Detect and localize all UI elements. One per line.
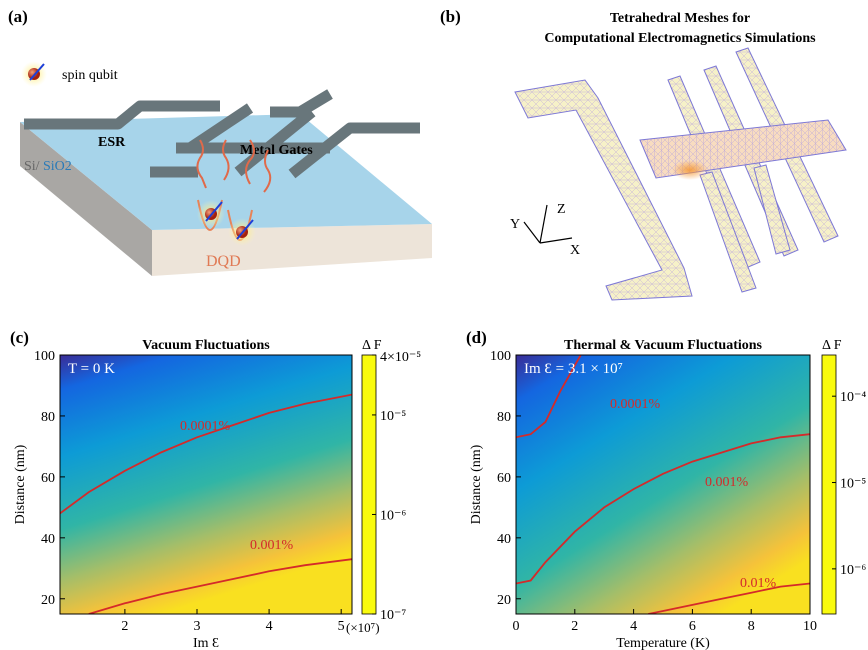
panel-label: (a) [8, 7, 28, 26]
hot-spot [672, 160, 708, 180]
contour-line [60, 393, 352, 515]
annotation: T = 0 K [68, 361, 115, 377]
panel-label: (b) [440, 7, 461, 26]
contour-label: 0.001% [705, 475, 749, 490]
x-axis-label: Im Ɛ [193, 636, 219, 650]
contour-line [88, 558, 352, 614]
y-tick-label: 40 [41, 532, 55, 547]
y-tick-label: 60 [41, 471, 55, 486]
colorbar-tick-label: 10⁻⁴ [840, 390, 866, 405]
spin-arrow [205, 201, 223, 222]
mesh-title: Computational Electromagnetics Simulatio… [544, 31, 816, 46]
x-tick-label: 6 [689, 619, 696, 634]
colorbar [361, 354, 377, 615]
meshes [514, 47, 847, 301]
x-tick-label: 3 [193, 619, 200, 634]
si-label: Si/ [24, 159, 40, 174]
colorbar-tick-label: 10⁻⁵ [380, 409, 406, 424]
heatmap-field [516, 355, 810, 614]
colorbar-tick-label: 10⁻⁷ [380, 608, 406, 623]
panel-b: (b) Tetrahedral Meshes for Computational… [440, 7, 847, 301]
x-tick-label: 2 [121, 619, 128, 634]
contour-line [648, 582, 810, 614]
panel-label: (d) [466, 328, 487, 347]
colorbar-tick-label: 10⁻⁵ [840, 477, 866, 492]
legend-text: spin qubit [62, 68, 118, 83]
chart-title: Thermal & Vacuum Fluctuations [564, 338, 763, 353]
block-front [152, 224, 432, 276]
x-multiplier: (×10⁷) [346, 620, 380, 635]
y-tick-label: 80 [497, 410, 511, 425]
chart-title: Vacuum Fluctuations [142, 338, 270, 353]
mesh-title: Tetrahedral Meshes for [610, 11, 750, 26]
axes-gizmo [523, 204, 573, 244]
y-tick-label: 20 [41, 593, 55, 608]
colorbar-label: Δ F [822, 338, 842, 353]
x-tick-label: 4 [630, 619, 637, 634]
y-tick-label: 20 [497, 593, 511, 608]
block-side [20, 122, 152, 276]
heatmap-field [60, 355, 352, 614]
x-tick-label: 4 [266, 619, 273, 634]
y-tick-label: 80 [41, 410, 55, 425]
colorbar-tick-label: 10⁻⁶ [840, 563, 866, 578]
contour-line [516, 355, 582, 439]
y-tick-label: 100 [490, 349, 511, 364]
contour-label: 0.01% [740, 576, 777, 591]
x-axis-label: Temperature (K) [616, 636, 710, 650]
panel-label: (c) [10, 328, 29, 347]
dqd-label: DQD [206, 253, 241, 270]
contour-label: 0.0001% [180, 419, 231, 434]
spin-arrow [29, 63, 45, 81]
axis-z: Z [557, 202, 566, 217]
colorbar-tick-label: 10⁻⁶ [380, 508, 406, 523]
interaction-arrows [196, 139, 272, 193]
y-tick-label: 100 [34, 349, 55, 364]
plot-frame [515, 354, 811, 615]
sio2-label: SiO2 [43, 159, 72, 174]
colorbar-tick-label: 4×10⁻⁵ [380, 350, 421, 365]
x-tick-label: 8 [748, 619, 755, 634]
colorbar [821, 354, 837, 615]
esr-label: ESR [98, 135, 126, 150]
y-axis-label: Distance (nm) [469, 444, 484, 524]
contour-line [516, 433, 810, 585]
annotation: Im Ɛ = 3.1 × 10⁷ [524, 361, 623, 377]
spin-arrow [236, 219, 254, 240]
x-tick-label: 10 [803, 619, 817, 634]
colorbar-label: Δ F [362, 338, 382, 353]
y-tick-label: 60 [497, 471, 511, 486]
axis-x: X [570, 243, 580, 258]
y-tick-label: 40 [497, 532, 511, 547]
contour-label: 0.0001% [610, 397, 661, 412]
x-tick-label: 5 [338, 619, 345, 634]
panel-a: (a) spin qubit ESR Metal Gates Si/ SiO2 … [8, 7, 432, 276]
gates-label: Metal Gates [240, 143, 313, 158]
contour-label: 0.001% [250, 538, 294, 553]
x-tick-label: 2 [571, 619, 578, 634]
axis-y: Y [510, 217, 520, 232]
x-tick-label: 0 [513, 619, 520, 634]
y-axis-label: Distance (nm) [13, 444, 28, 524]
plot-frame [59, 354, 353, 615]
